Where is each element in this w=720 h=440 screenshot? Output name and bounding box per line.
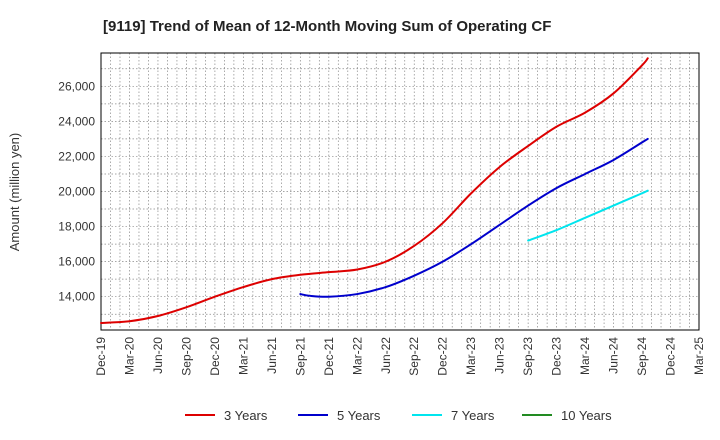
x-tick-label: Dec-23 <box>550 337 564 376</box>
legend-label: 3 Years <box>224 408 268 423</box>
x-tick-label: Mar-20 <box>122 337 136 375</box>
y-tick-label: 24,000 <box>58 114 95 128</box>
y-tick-label: 22,000 <box>58 149 95 163</box>
y-tick-labels: 14,000 16,000 18,000 20,000 22,000 24,000 26,0… <box>58 79 95 303</box>
series-layer <box>100 57 649 324</box>
x-tick-label: Sep-20 <box>179 337 193 376</box>
x-tick-label: Dec-22 <box>436 337 450 376</box>
x-tick-label: Dec-21 <box>322 337 336 376</box>
y-tick-label: 18,000 <box>58 220 95 234</box>
x-tick-label: Mar-22 <box>350 337 364 375</box>
plot-area-border <box>100 52 700 331</box>
y-tick-label: 20,000 <box>58 185 95 199</box>
series-line-3-years <box>100 57 649 324</box>
chart-title: [9119] Trend of Mean of 12-Month Moving … <box>103 18 551 35</box>
x-tick-labels: Dec-19 Mar-20 Jun-20 Sep-20 Dec-20 Mar-21 Jun-… <box>94 337 706 376</box>
x-tick-label: Sep-24 <box>635 337 649 376</box>
y-axis-label: Amount (million yen) <box>7 133 22 252</box>
x-tick-label: Jun-20 <box>151 337 165 374</box>
x-tick-label: Mar-25 <box>692 337 706 375</box>
x-tick-label: Sep-22 <box>407 337 421 376</box>
x-tick-label: Mar-23 <box>464 337 478 375</box>
y-tick-label: 26,000 <box>58 79 95 93</box>
x-tick-label: Mar-21 <box>236 337 250 375</box>
x-tick-label: Jun-21 <box>265 337 279 374</box>
x-tick-label: Sep-23 <box>521 337 535 376</box>
series-line-7-years <box>527 189 649 242</box>
x-tick-label: Jun-24 <box>607 337 621 374</box>
x-tick-label: Dec-24 <box>664 337 678 376</box>
legend-item-5-years: 5 Years <box>298 408 381 423</box>
legend-label: 10 Years <box>561 408 612 423</box>
grid-lines <box>101 53 699 330</box>
series-line-5-years <box>299 137 649 298</box>
legend: 3 Years 5 Years 7 Years 10 Years <box>185 408 612 423</box>
x-tick-label: Mar-24 <box>578 337 592 375</box>
legend-label: 7 Years <box>451 408 495 423</box>
legend-item-7-years: 7 Years <box>412 408 495 423</box>
y-tick-label: 14,000 <box>58 290 95 304</box>
legend-label: 5 Years <box>337 408 381 423</box>
x-tick-label: Dec-20 <box>208 337 222 376</box>
legend-item-3-years: 3 Years <box>185 408 268 423</box>
y-tick-label: 16,000 <box>58 255 95 269</box>
x-tick-label: Sep-21 <box>293 337 307 376</box>
legend-item-10-years: 10 Years <box>522 408 612 423</box>
x-tick-label: Jun-22 <box>379 337 393 374</box>
x-tick-label: Dec-19 <box>94 337 108 376</box>
x-tick-label: Jun-23 <box>493 337 507 374</box>
